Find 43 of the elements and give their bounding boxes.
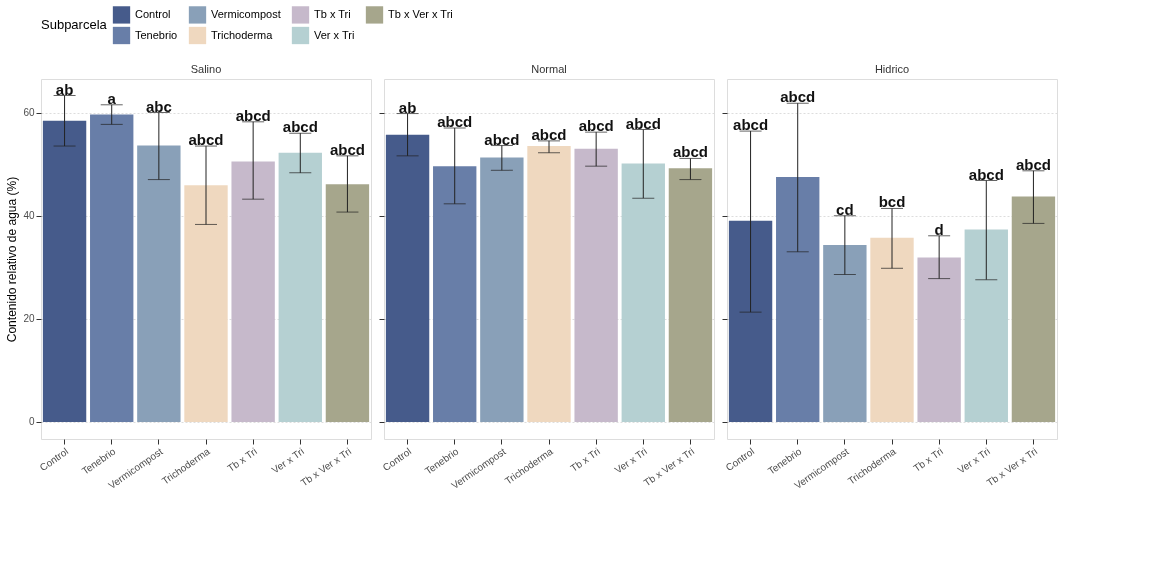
x-tick-label: Ver x Tri xyxy=(269,445,307,476)
x-tick-label: Tb x Tri xyxy=(568,445,602,474)
legend-label: Ver x Tri xyxy=(314,28,355,41)
annotation: a xyxy=(107,89,117,107)
y-tick-label: 20 xyxy=(23,313,35,325)
annotation: abcd xyxy=(437,113,473,130)
annotation: abcd xyxy=(733,116,769,134)
x-tick-label: Tb x Tri xyxy=(225,445,259,474)
legend-label: Tenebrio xyxy=(135,28,178,41)
annotation: abcd xyxy=(484,130,520,148)
annotation: abcd xyxy=(968,165,1004,183)
annotation: ab xyxy=(55,80,74,98)
annotation: d xyxy=(934,220,944,238)
annotation: ab xyxy=(398,98,417,116)
annotation: abcd xyxy=(578,117,614,135)
legend-label: Vermicompost xyxy=(211,7,281,20)
annotation: abcd xyxy=(625,114,661,132)
annotation: abcd xyxy=(780,88,816,106)
annotation: abcd xyxy=(531,125,567,143)
annotation: bcd xyxy=(878,193,906,211)
x-tick-label: Ver x Tri xyxy=(955,445,993,476)
annotation: abc xyxy=(145,97,172,115)
annotation: abcd xyxy=(282,118,318,136)
legend-title: Subparcela xyxy=(41,17,108,32)
legend-label: Tb x Ver x Tri xyxy=(388,7,453,20)
chart-title: Salino xyxy=(190,63,222,75)
y-tick-label: 60 xyxy=(23,107,35,119)
legend-label: Control xyxy=(135,7,171,20)
x-tick-label: Tb x Tri xyxy=(911,445,945,474)
x-tick-label: Ver x Tri xyxy=(612,445,650,476)
y-tick-label: 40 xyxy=(23,210,35,222)
legend-label: Tb x Tri xyxy=(314,7,351,20)
annotation: abcd xyxy=(329,140,365,158)
annotation: abcd xyxy=(672,143,708,161)
y-axis-title: Contenido relativo de agua (%) xyxy=(5,176,20,343)
chart-title: Hidrico xyxy=(874,63,910,75)
annotation: cd xyxy=(836,200,854,218)
y-tick-label: 0 xyxy=(28,416,35,428)
annotation: abcd xyxy=(235,106,271,124)
chart-title: Normal xyxy=(531,63,567,75)
annotation: abcd xyxy=(188,131,224,149)
annotation: abcd xyxy=(1015,155,1051,173)
legend-label: Trichoderma xyxy=(211,28,274,41)
